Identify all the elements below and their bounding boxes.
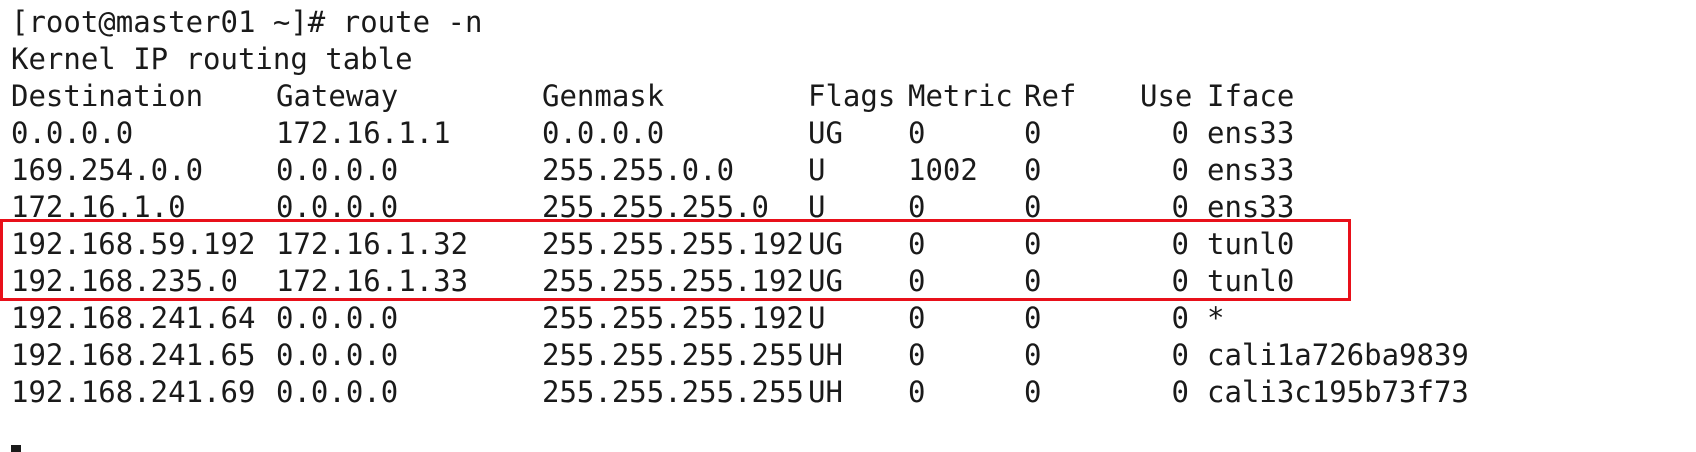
cell-gateway: 172.16.1.33	[276, 264, 469, 298]
cell-metric: 0	[908, 227, 926, 261]
cell-genmask: 255.255.255.192	[542, 227, 804, 261]
cell-flags: U	[808, 153, 826, 187]
cell-genmask: 255.255.255.255	[542, 375, 804, 409]
cell-genmask: 0.0.0.0	[542, 116, 665, 150]
cell-genmask: 255.255.255.0	[542, 190, 769, 224]
cell-ref: 0	[1024, 190, 1042, 224]
header-ref: Ref	[1024, 79, 1077, 113]
table-row: 192.168.59.192 172.16.1.32 255.255.255.1…	[11, 226, 1294, 263]
cell-destination: 192.168.241.64	[11, 301, 256, 335]
header-genmask: Genmask	[542, 79, 665, 113]
cell-use: 0	[1171, 227, 1189, 261]
cell-iface: cali1a726ba9839	[1207, 338, 1469, 372]
cell-ref: 0	[1024, 116, 1042, 150]
cell-ref: 0	[1024, 301, 1042, 335]
cell-flags: UH	[808, 338, 843, 372]
cell-gateway: 0.0.0.0	[276, 375, 399, 409]
cell-use: 0	[1171, 190, 1189, 224]
header-metric: Metric	[908, 79, 1013, 113]
cell-destination: 192.168.241.65	[11, 338, 256, 372]
cell-use: 0	[1171, 264, 1189, 298]
cell-iface: ens33	[1207, 153, 1295, 187]
table-row: 192.168.241.64 0.0.0.0 255.255.255.192 U…	[11, 300, 1224, 337]
cell-iface: tunl0	[1207, 264, 1295, 298]
cell-use: 0	[1171, 338, 1189, 372]
header-destination: Destination	[11, 79, 204, 113]
header-use: Use	[1140, 79, 1193, 113]
routing-table-header: Destination Gateway Genmask Flags Metric…	[11, 78, 1294, 115]
cell-flags: UG	[808, 227, 843, 261]
cell-genmask: 255.255.0.0	[542, 153, 735, 187]
cell-gateway: 0.0.0.0	[276, 190, 399, 224]
cell-gateway: 172.16.1.1	[276, 116, 451, 150]
cell-destination: 192.168.241.69	[11, 375, 256, 409]
cell-metric: 0	[908, 301, 926, 335]
cell-metric: 1002	[908, 153, 978, 187]
header-flags: Flags	[808, 79, 896, 113]
cell-metric: 0	[908, 116, 926, 150]
table-row: 192.168.235.0 172.16.1.33 255.255.255.19…	[11, 263, 1294, 300]
cell-ref: 0	[1024, 338, 1042, 372]
cell-genmask: 255.255.255.255	[542, 338, 804, 372]
cell-iface: tunl0	[1207, 227, 1295, 261]
cell-destination: 0.0.0.0	[11, 116, 134, 150]
cell-ref: 0	[1024, 227, 1042, 261]
cell-metric: 0	[908, 190, 926, 224]
cell-use: 0	[1171, 301, 1189, 335]
cell-iface: cali3c195b73f73	[1207, 375, 1469, 409]
header-iface: Iface	[1207, 79, 1295, 113]
cell-use: 0	[1171, 116, 1189, 150]
cell-iface: *	[1207, 301, 1225, 335]
table-row: 0.0.0.0 172.16.1.1 0.0.0.0 UG 0 0 0 ens3…	[11, 115, 1294, 152]
cell-gateway: 0.0.0.0	[276, 301, 399, 335]
cell-destination: 172.16.1.0	[11, 190, 186, 224]
cell-gateway: 172.16.1.32	[276, 227, 469, 261]
cell-metric: 0	[908, 338, 926, 372]
next-prompt-cursor	[11, 445, 21, 452]
cell-metric: 0	[908, 375, 926, 409]
command-prompt-line: [root@master01 ~]# route -n	[11, 5, 483, 39]
cell-ref: 0	[1024, 375, 1042, 409]
cell-ref: 0	[1024, 264, 1042, 298]
cell-genmask: 255.255.255.192	[542, 301, 804, 335]
table-row: 172.16.1.0 0.0.0.0 255.255.255.0 U 0 0 0…	[11, 189, 1294, 226]
cell-flags: UG	[808, 264, 843, 298]
cell-iface: ens33	[1207, 190, 1295, 224]
header-gateway: Gateway	[276, 79, 399, 113]
cell-flags: U	[808, 190, 826, 224]
cell-gateway: 0.0.0.0	[276, 153, 399, 187]
table-row: 192.168.241.69 0.0.0.0 255.255.255.255 U…	[11, 374, 1469, 411]
cell-use: 0	[1171, 153, 1189, 187]
cell-iface: ens33	[1207, 116, 1295, 150]
cell-ref: 0	[1024, 153, 1042, 187]
cell-use: 0	[1171, 375, 1189, 409]
cell-flags: UG	[808, 116, 843, 150]
cell-metric: 0	[908, 264, 926, 298]
cell-genmask: 255.255.255.192	[542, 264, 804, 298]
table-row: 169.254.0.0 0.0.0.0 255.255.0.0 U 1002 0…	[11, 152, 1294, 189]
cell-gateway: 0.0.0.0	[276, 338, 399, 372]
cell-destination: 192.168.59.192	[11, 227, 256, 261]
routing-table-title: Kernel IP routing table	[11, 42, 413, 76]
cell-destination: 169.254.0.0	[11, 153, 204, 187]
table-row: 192.168.241.65 0.0.0.0 255.255.255.255 U…	[11, 337, 1469, 374]
cell-flags: U	[808, 301, 826, 335]
cell-flags: UH	[808, 375, 843, 409]
cell-destination: 192.168.235.0	[11, 264, 238, 298]
